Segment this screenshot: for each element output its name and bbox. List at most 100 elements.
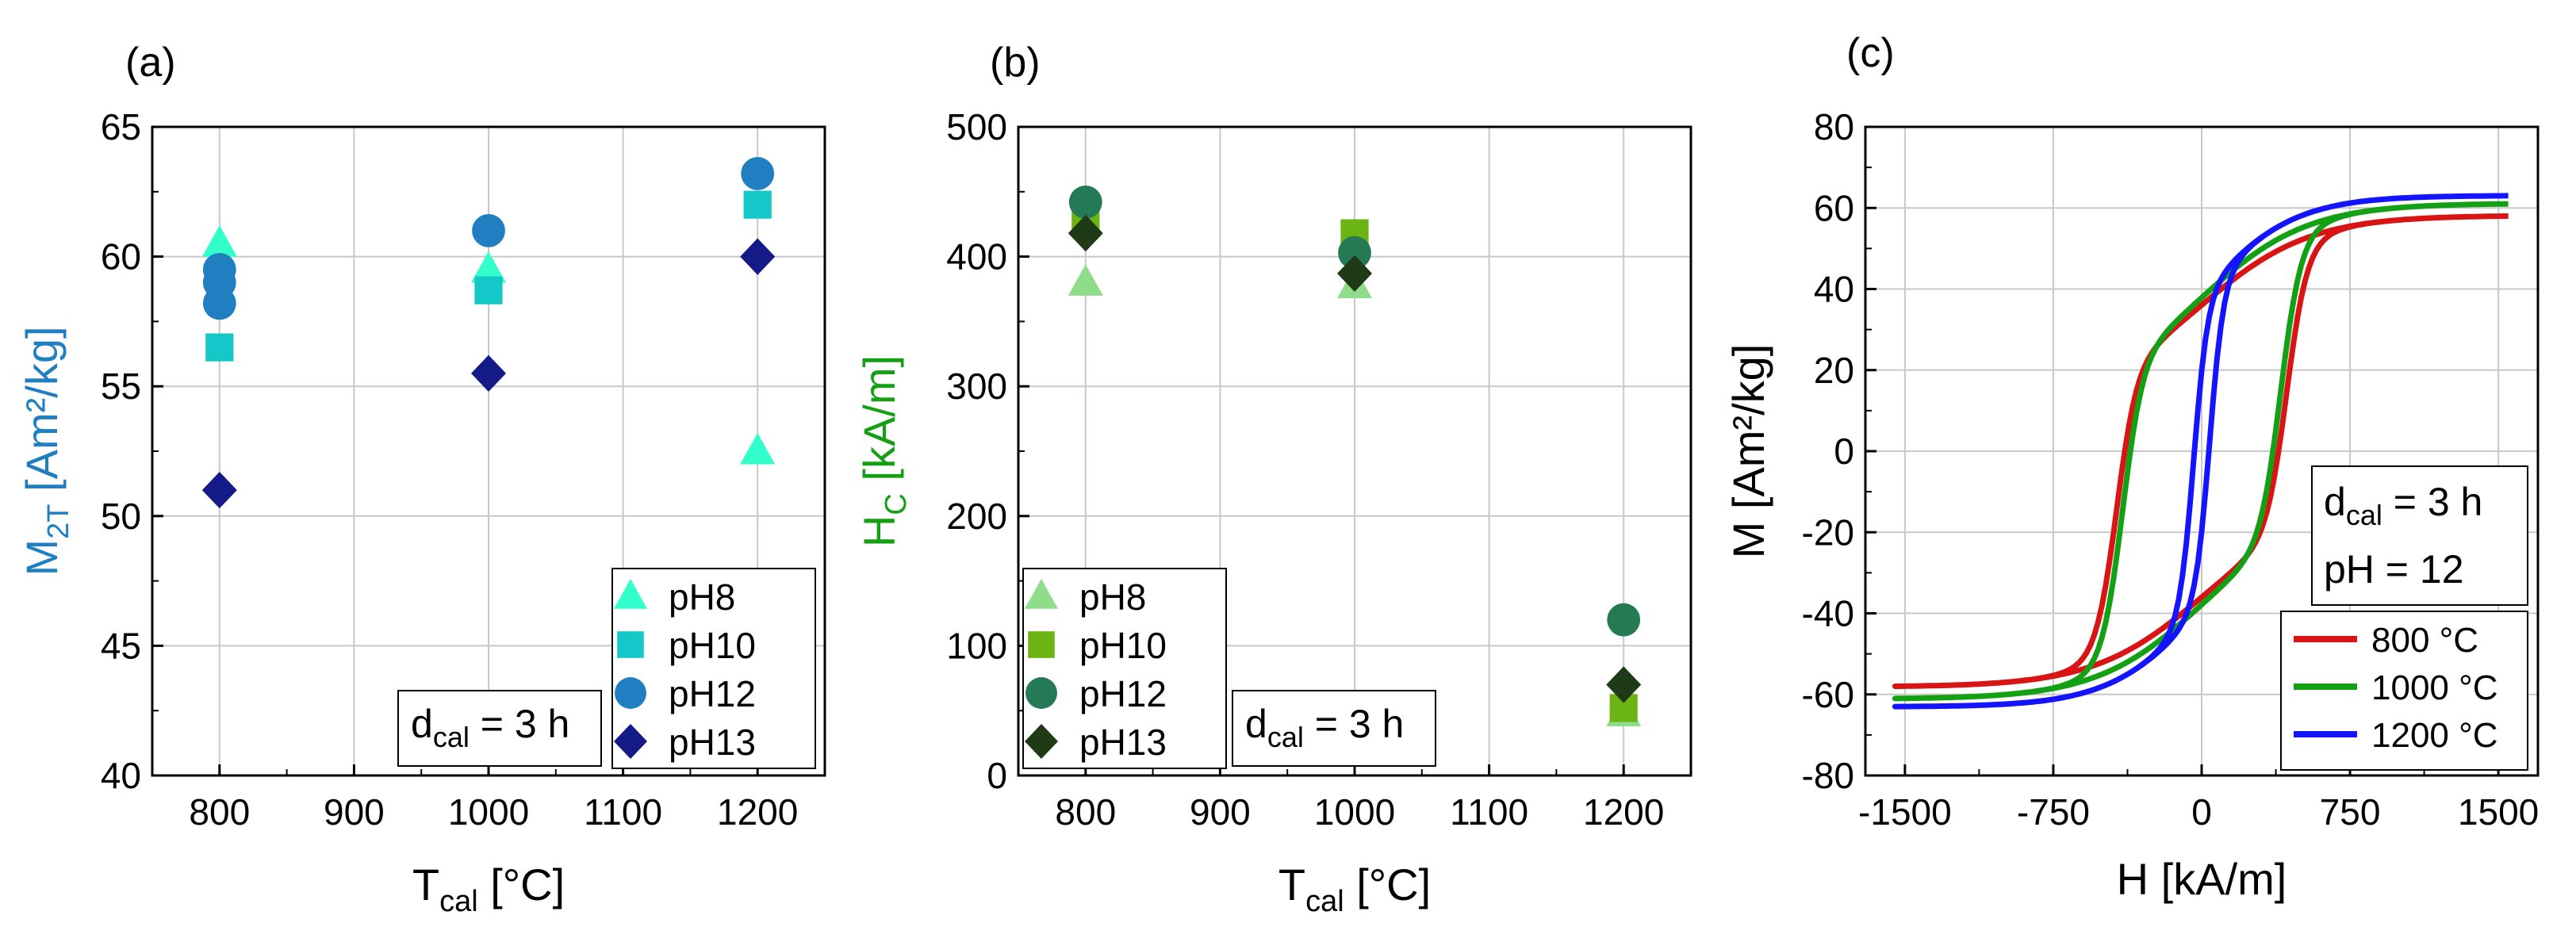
y-tick-label: 50: [101, 496, 141, 537]
ph12-point: [1607, 603, 1641, 637]
panel-a-marks: [201, 156, 776, 509]
y-tick-label: 45: [101, 625, 141, 666]
panel-b-xlabel: Tcal [°C]: [1278, 860, 1431, 918]
y-tick-label: -20: [1802, 511, 1854, 553]
y-tick-label: 400: [946, 236, 1007, 278]
y-tick-label: 80: [1814, 106, 1854, 147]
ph13-legend-marker: [614, 723, 647, 760]
legend-label-1000: 1000 °C: [2371, 668, 2497, 707]
panel-a-xlabel: Tcal [°C]: [412, 860, 565, 918]
panel-b-ylabel: HC [kA/m]: [854, 355, 913, 547]
ph13-point: [1337, 255, 1372, 292]
loop-800c: [1892, 213, 2509, 689]
y-tick-label: -40: [1802, 593, 1854, 634]
ph10-legend-marker: [1028, 631, 1055, 658]
y-tick-label: 40: [1814, 269, 1854, 310]
ph12-point: [472, 213, 505, 247]
y-tick-label: 0: [1834, 431, 1854, 472]
x-tick-label: 750: [2320, 791, 2381, 833]
ph10-legend-marker: [617, 631, 644, 658]
legend-label-800: 800 °C: [2371, 621, 2478, 660]
ph8-legend-marker: [1025, 578, 1058, 609]
x-tick-label: 1000: [1314, 791, 1395, 833]
ph12-legend-marker: [1025, 677, 1057, 709]
ph10-legend-label: pH10: [1079, 625, 1167, 666]
x-tick-label: -750: [2017, 791, 2090, 833]
panel-a-annotation: dcal = 3 h: [397, 690, 602, 767]
panel-a-annotation-text: dcal = 3 h: [411, 702, 569, 753]
x-tick-label: 1500: [2458, 791, 2539, 833]
ph13-point: [740, 238, 776, 275]
y-tick-label: 300: [946, 366, 1007, 407]
ph8-point: [201, 225, 237, 257]
panel-c: (c) -1500 -750 0 750 1500 -80 -60 -40 -20 0 20 40 60…: [1723, 30, 2540, 904]
y-tick-label: -80: [1802, 755, 1854, 796]
panel-a-label: (a): [125, 40, 176, 86]
ph8-legend-label: pH8: [669, 576, 735, 618]
y-tick-label: 65: [101, 106, 141, 147]
panel-b-legend: pH8 pH10 pH12 pH13: [1022, 568, 1227, 769]
x-tick-label: 1100: [1450, 791, 1528, 833]
ph10-point: [474, 276, 503, 304]
x-tick-label: 800: [189, 791, 250, 833]
panel-c-annotation: dcal = 3 h pH = 12: [2311, 465, 2528, 606]
ph8-legend-label: pH8: [1079, 576, 1146, 618]
ph12-legend-label: pH12: [1079, 673, 1167, 714]
panel-b-annotation-box: [1232, 690, 1436, 767]
ph12-point: [1068, 185, 1102, 219]
panel-c-ylabel: M [Am²/kg]: [1723, 344, 1773, 559]
panel-a-legend-entries: pH8 pH10 pH12 pH13: [614, 576, 756, 763]
ph13-point: [1068, 215, 1103, 252]
panel-c-annotation-line2: pH = 12: [2324, 547, 2464, 592]
x-tick-label: 900: [1190, 791, 1251, 833]
y-tick-label: 55: [101, 366, 141, 407]
ph13-legend-label: pH13: [1079, 722, 1167, 763]
panel-b-annotation-text: dcal = 3 h: [1245, 702, 1404, 753]
ph8-point: [471, 251, 506, 283]
panel-c-legend: 800 °C 1000 °C 1200 °C: [2280, 611, 2528, 771]
ph8-point: [1068, 264, 1103, 296]
y-tick-label: 500: [946, 106, 1007, 147]
ph12-point: [741, 156, 775, 190]
ph10-point: [205, 333, 234, 362]
panel-a-ticks: 800 900 1000 1100 1200 40 45 50 55 60 65: [101, 106, 799, 833]
x-tick-label: 900: [324, 791, 385, 833]
panel-c-annotation-line1: dcal = 3 h: [2324, 480, 2482, 531]
x-tick-label: 0: [2191, 791, 2212, 833]
panel-c-curves: [1892, 193, 2509, 710]
panel-b: (b) 800 900 1000 1100 1200 0 100 200 300 400 500 T…: [854, 40, 1692, 918]
ph13-point: [201, 471, 237, 509]
legend-label-1200: 1200 °C: [2371, 716, 2497, 755]
panel-b-legend-entries: pH8 pH10 pH12 pH13: [1025, 576, 1167, 763]
ph12-legend-label: pH12: [669, 673, 756, 714]
y-tick-label: 20: [1814, 350, 1854, 391]
panel-c-xlabel: H [kA/m]: [2117, 854, 2287, 904]
ph12-legend-marker: [615, 677, 646, 709]
panel-a-ylabel: M2T [Am²/kg]: [17, 326, 75, 576]
panel-c-label: (c): [1846, 30, 1895, 76]
panel-b-legend-box: [1022, 568, 1227, 769]
ph8-point: [740, 432, 776, 465]
ph10-legend-label: pH10: [669, 625, 756, 666]
panel-b-annotation: dcal = 3 h: [1232, 690, 1436, 767]
panel-a-legend: pH8 pH10 pH12 pH13: [611, 568, 816, 769]
ph13-point: [471, 354, 506, 392]
panel-b-ticks: 800 900 1000 1100 1200 0 100 200 300 400 500: [946, 106, 1664, 833]
y-tick-label: 100: [946, 625, 1007, 666]
panel-b-marks: [1068, 185, 1642, 726]
y-tick-label: -60: [1802, 674, 1854, 715]
y-tick-label: 200: [946, 496, 1007, 537]
x-tick-label: 1100: [584, 791, 662, 833]
ph10-point: [743, 190, 772, 219]
x-tick-label: -1500: [1858, 791, 1952, 833]
y-tick-label: 0: [987, 755, 1007, 796]
panel-a: (a) 800 900 1000 1100 1200 40 45 50 55 60 65 Tcal …: [17, 40, 826, 918]
loop-1200c: [1892, 193, 2509, 710]
panel-b-label: (b): [990, 40, 1041, 86]
ph12-point: [202, 286, 236, 320]
panel-a-legend-box: [611, 568, 816, 769]
y-tick-label: 60: [1814, 187, 1854, 228]
ph13-point: [1606, 666, 1642, 703]
y-tick-label: 60: [101, 236, 141, 278]
